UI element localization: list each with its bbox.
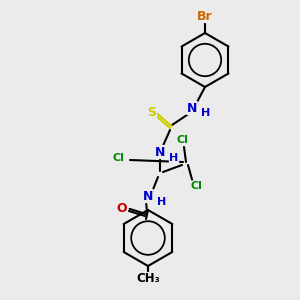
Text: Cl: Cl xyxy=(190,181,202,191)
Text: N: N xyxy=(143,190,153,202)
Text: N: N xyxy=(155,146,165,158)
Text: H: H xyxy=(158,197,166,207)
Text: N: N xyxy=(187,101,197,115)
Text: S: S xyxy=(148,106,157,118)
Text: O: O xyxy=(117,202,127,214)
Text: CH₃: CH₃ xyxy=(136,272,160,286)
Text: Cl: Cl xyxy=(112,153,124,163)
Text: Br: Br xyxy=(197,10,213,22)
Text: Cl: Cl xyxy=(176,135,188,145)
Text: H: H xyxy=(169,153,178,163)
Text: H: H xyxy=(201,108,211,118)
